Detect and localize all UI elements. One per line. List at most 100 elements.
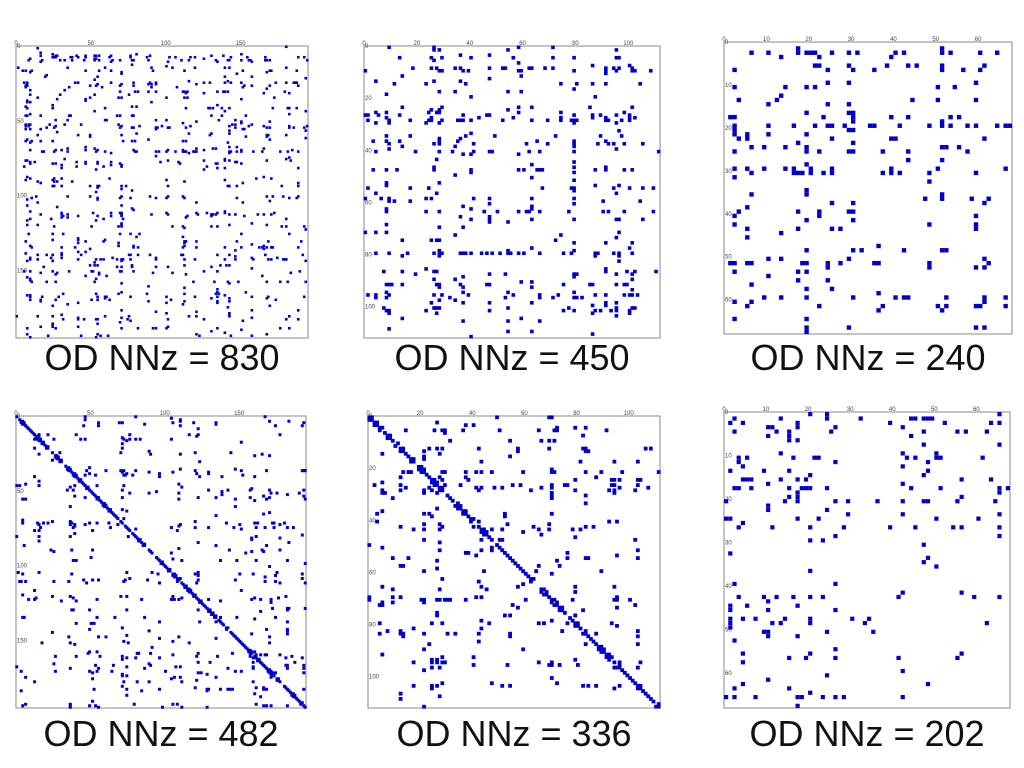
nonzero-marker — [268, 564, 272, 568]
nonzero-marker — [482, 530, 486, 534]
nonzero-marker — [25, 100, 29, 104]
nonzero-marker — [398, 564, 403, 568]
nonzero-marker — [390, 595, 395, 600]
nonzero-marker — [207, 106, 210, 110]
nonzero-marker — [607, 519, 612, 524]
nonzero-marker — [628, 597, 632, 602]
nonzero-marker — [422, 467, 426, 472]
nonzero-marker — [304, 259, 308, 263]
nonzero-marker — [177, 491, 181, 495]
nonzero-marker — [196, 213, 200, 216]
nonzero-marker — [578, 626, 583, 631]
nonzero-marker — [195, 310, 198, 314]
nonzero-marker — [102, 258, 105, 261]
nonzero-marker — [228, 145, 231, 149]
nonzero-marker — [286, 150, 290, 153]
nonzero-marker — [278, 680, 282, 684]
nonzero-marker — [250, 267, 254, 270]
nonzero-marker — [228, 66, 231, 70]
nonzero-marker — [148, 195, 152, 198]
nonzero-marker — [435, 610, 439, 615]
nonzero-marker — [749, 282, 754, 287]
nonzero-marker — [28, 279, 32, 282]
nonzero-marker — [572, 121, 576, 125]
nonzero-marker — [292, 126, 296, 129]
nonzero-marker — [94, 704, 98, 708]
nonzero-marker — [230, 651, 234, 655]
nonzero-marker — [235, 150, 239, 153]
nonzero-marker — [419, 470, 424, 474]
nonzero-marker — [143, 544, 147, 548]
nonzero-marker — [549, 597, 554, 602]
nonzero-marker — [195, 201, 198, 204]
nonzero-marker — [171, 470, 175, 474]
nonzero-marker — [432, 79, 436, 83]
nonzero-marker — [583, 425, 588, 430]
nonzero-marker — [226, 184, 230, 188]
nonzero-marker — [435, 480, 439, 485]
y-tick-label: 150 — [17, 269, 28, 275]
nonzero-marker — [654, 704, 658, 709]
nonzero-marker — [469, 95, 473, 99]
nonzero-marker — [239, 440, 243, 444]
nonzero-marker — [250, 123, 254, 126]
nonzero-marker — [28, 177, 32, 180]
nonzero-marker — [387, 293, 391, 297]
nonzero-marker — [166, 195, 170, 198]
nonzero-marker — [184, 273, 188, 276]
nonzero-marker — [880, 303, 886, 309]
nonzero-marker — [71, 559, 75, 563]
nonzero-marker — [795, 634, 800, 639]
nonzero-marker — [232, 526, 236, 530]
nonzero-marker — [265, 133, 269, 137]
nonzero-marker — [187, 641, 191, 645]
nonzero-marker — [88, 195, 92, 198]
nonzero-marker — [638, 477, 643, 482]
nonzero-marker — [65, 488, 69, 492]
spy-panel-1: 0 50 100 150 0 50 100 150 OD NNz = 830 — [14, 40, 310, 378]
nonzero-marker — [469, 168, 473, 172]
nonzero-marker — [281, 195, 285, 198]
nonzero-marker — [118, 320, 122, 324]
nonzero-marker — [60, 313, 63, 317]
nonzero-marker — [732, 67, 737, 73]
nonzero-marker — [267, 258, 270, 261]
nonzero-marker — [614, 314, 619, 318]
nonzero-marker — [384, 92, 389, 97]
nonzero-marker — [223, 157, 227, 161]
nonzero-marker — [782, 616, 788, 621]
nonzero-marker — [513, 561, 518, 566]
nonzero-marker — [380, 509, 385, 514]
nonzero-marker — [778, 230, 784, 236]
nonzero-marker — [303, 469, 307, 473]
nonzero-marker — [934, 451, 939, 456]
nonzero-marker — [25, 159, 29, 162]
nonzero-marker — [641, 689, 645, 693]
nonzero-marker — [604, 82, 608, 86]
nonzero-marker — [724, 695, 729, 700]
nonzero-marker — [609, 477, 614, 482]
nonzero-marker — [901, 50, 907, 55]
nonzero-marker — [808, 594, 813, 600]
nonzero-marker — [728, 625, 733, 630]
nonzero-marker — [432, 477, 437, 482]
nonzero-marker — [808, 170, 814, 176]
nonzero-marker — [500, 485, 505, 490]
nonzero-marker — [544, 590, 549, 594]
nonzero-marker — [250, 550, 254, 554]
nonzero-marker — [476, 488, 481, 493]
nonzero-marker — [876, 291, 881, 296]
nonzero-marker — [745, 260, 750, 266]
nonzero-marker — [228, 184, 231, 188]
nonzero-marker — [829, 200, 835, 206]
nonzero-marker — [36, 253, 40, 257]
nonzero-marker — [121, 258, 125, 261]
nonzero-marker — [271, 195, 275, 198]
nonzero-marker — [505, 663, 510, 667]
nonzero-marker — [296, 55, 300, 59]
nonzero-marker — [490, 149, 494, 154]
nonzero-marker — [609, 483, 614, 487]
nonzero-marker — [638, 686, 643, 691]
nonzero-marker — [590, 115, 595, 120]
nonzero-marker — [762, 295, 767, 300]
